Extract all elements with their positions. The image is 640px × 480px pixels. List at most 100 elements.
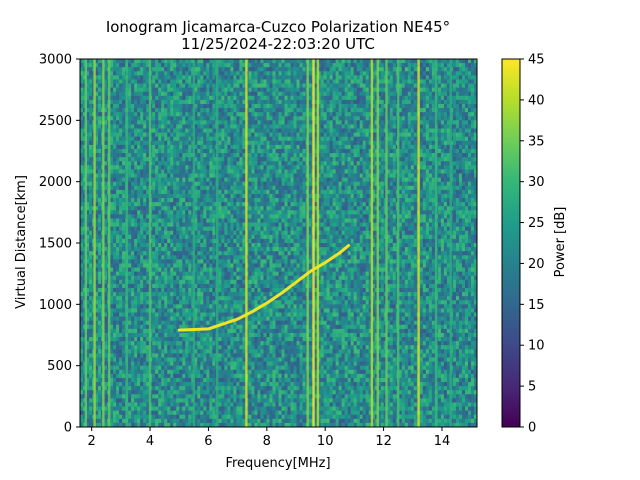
heatmap-cell	[146, 157, 150, 162]
heatmap-cell	[185, 251, 189, 256]
heatmap-cell	[95, 279, 99, 285]
heatmap-cell	[224, 153, 228, 158]
heatmap-cell	[128, 226, 132, 232]
heatmap-cell	[146, 312, 150, 317]
heatmap-cell	[179, 422, 183, 428]
heatmap-cell	[128, 332, 132, 338]
heatmap-cell	[185, 214, 189, 219]
heatmap-cell	[134, 320, 138, 326]
heatmap-cell	[176, 140, 180, 146]
heatmap-cell	[221, 230, 225, 236]
heatmap-cell	[209, 402, 213, 407]
heatmap-cell	[173, 95, 177, 101]
heatmap-cell	[236, 75, 240, 80]
heatmap-cell	[197, 153, 201, 158]
heatmap-cell	[137, 95, 141, 101]
heatmap-cell	[155, 324, 159, 330]
heatmap-cell	[209, 157, 213, 162]
heatmap-cell	[236, 247, 240, 252]
heatmap-cell	[80, 67, 84, 72]
heatmap-cell	[98, 198, 102, 203]
heatmap-cell	[218, 349, 222, 354]
heatmap-cell	[227, 91, 231, 97]
heatmap-cell	[188, 308, 192, 313]
heatmap-cell	[206, 218, 210, 223]
heatmap-cell	[179, 304, 183, 309]
heatmap-cell	[116, 103, 120, 109]
heatmap-cell	[212, 173, 216, 178]
heatmap-cell	[98, 75, 102, 80]
heatmap-cell	[104, 243, 108, 248]
heatmap-cell	[230, 161, 234, 166]
heatmap-cell	[206, 255, 210, 260]
heatmap-cell	[164, 181, 168, 187]
heatmap-cell	[131, 206, 135, 211]
heatmap-cell	[155, 287, 159, 293]
heatmap-cell	[146, 353, 150, 358]
heatmap-cell	[179, 238, 183, 244]
heatmap-cell	[242, 95, 246, 101]
heatmap-cell	[89, 349, 93, 354]
heatmap-cell	[170, 308, 174, 313]
heatmap-cell	[137, 332, 141, 338]
heatmap-cell	[200, 341, 204, 346]
heatmap-cell	[128, 103, 132, 109]
heatmap-cell	[143, 296, 147, 301]
heatmap-cell	[200, 283, 204, 289]
heatmap-cell	[137, 238, 141, 244]
heatmap-cell	[146, 357, 150, 362]
heatmap-cell	[185, 377, 189, 383]
heatmap-cell	[143, 365, 147, 371]
heatmap-cell	[161, 173, 165, 178]
heatmap-cell	[242, 83, 246, 89]
heatmap-cell	[188, 206, 192, 211]
heatmap-cell	[128, 132, 132, 138]
heatmap-cell	[143, 369, 147, 375]
heatmap-cell	[206, 369, 210, 375]
heatmap-cell	[182, 210, 186, 215]
heatmap-cell	[134, 287, 138, 293]
heatmap-cell	[182, 120, 186, 125]
heatmap-cell	[146, 210, 150, 215]
heatmap-cell	[137, 279, 141, 285]
heatmap-cell	[161, 316, 165, 322]
heatmap-cell	[185, 144, 189, 150]
heatmap-cell	[170, 312, 174, 317]
heatmap-cell	[212, 255, 216, 260]
heatmap-cell	[98, 377, 102, 383]
heatmap-cell	[155, 410, 159, 416]
heatmap-cell	[206, 373, 210, 379]
heatmap-cell	[194, 422, 198, 428]
heatmap-cell	[188, 422, 192, 428]
heatmap-cell	[104, 341, 108, 346]
heatmap-cell	[224, 316, 228, 322]
heatmap-cell	[122, 116, 126, 121]
heatmap-cell	[104, 79, 108, 84]
heatmap-cell	[122, 132, 126, 138]
heatmap-cell	[80, 222, 84, 228]
heatmap-cell	[116, 63, 120, 68]
heatmap-cell	[233, 169, 237, 174]
heatmap-cell	[143, 99, 147, 105]
heatmap-cell	[80, 214, 84, 219]
heatmap-cell	[188, 320, 192, 326]
heatmap-cell	[233, 153, 237, 158]
heatmap-cell	[80, 357, 84, 362]
heatmap-cell	[128, 410, 132, 416]
heatmap-cell	[194, 132, 198, 138]
heatmap-cell	[194, 185, 198, 191]
heatmap-cell	[80, 304, 84, 309]
heatmap-cell	[185, 357, 189, 362]
heatmap-cell	[95, 390, 99, 395]
heatmap-cell	[236, 140, 240, 146]
heatmap-cell	[182, 267, 186, 273]
heatmap-cell	[89, 95, 93, 101]
heatmap-cell	[197, 95, 201, 101]
heatmap-cell	[89, 357, 93, 362]
heatmap-cell	[146, 87, 150, 93]
heatmap-cell	[113, 116, 117, 121]
heatmap-cell	[164, 312, 168, 317]
heatmap-cell	[239, 259, 243, 264]
heatmap-cell	[200, 230, 204, 236]
heatmap-cell	[122, 230, 126, 236]
